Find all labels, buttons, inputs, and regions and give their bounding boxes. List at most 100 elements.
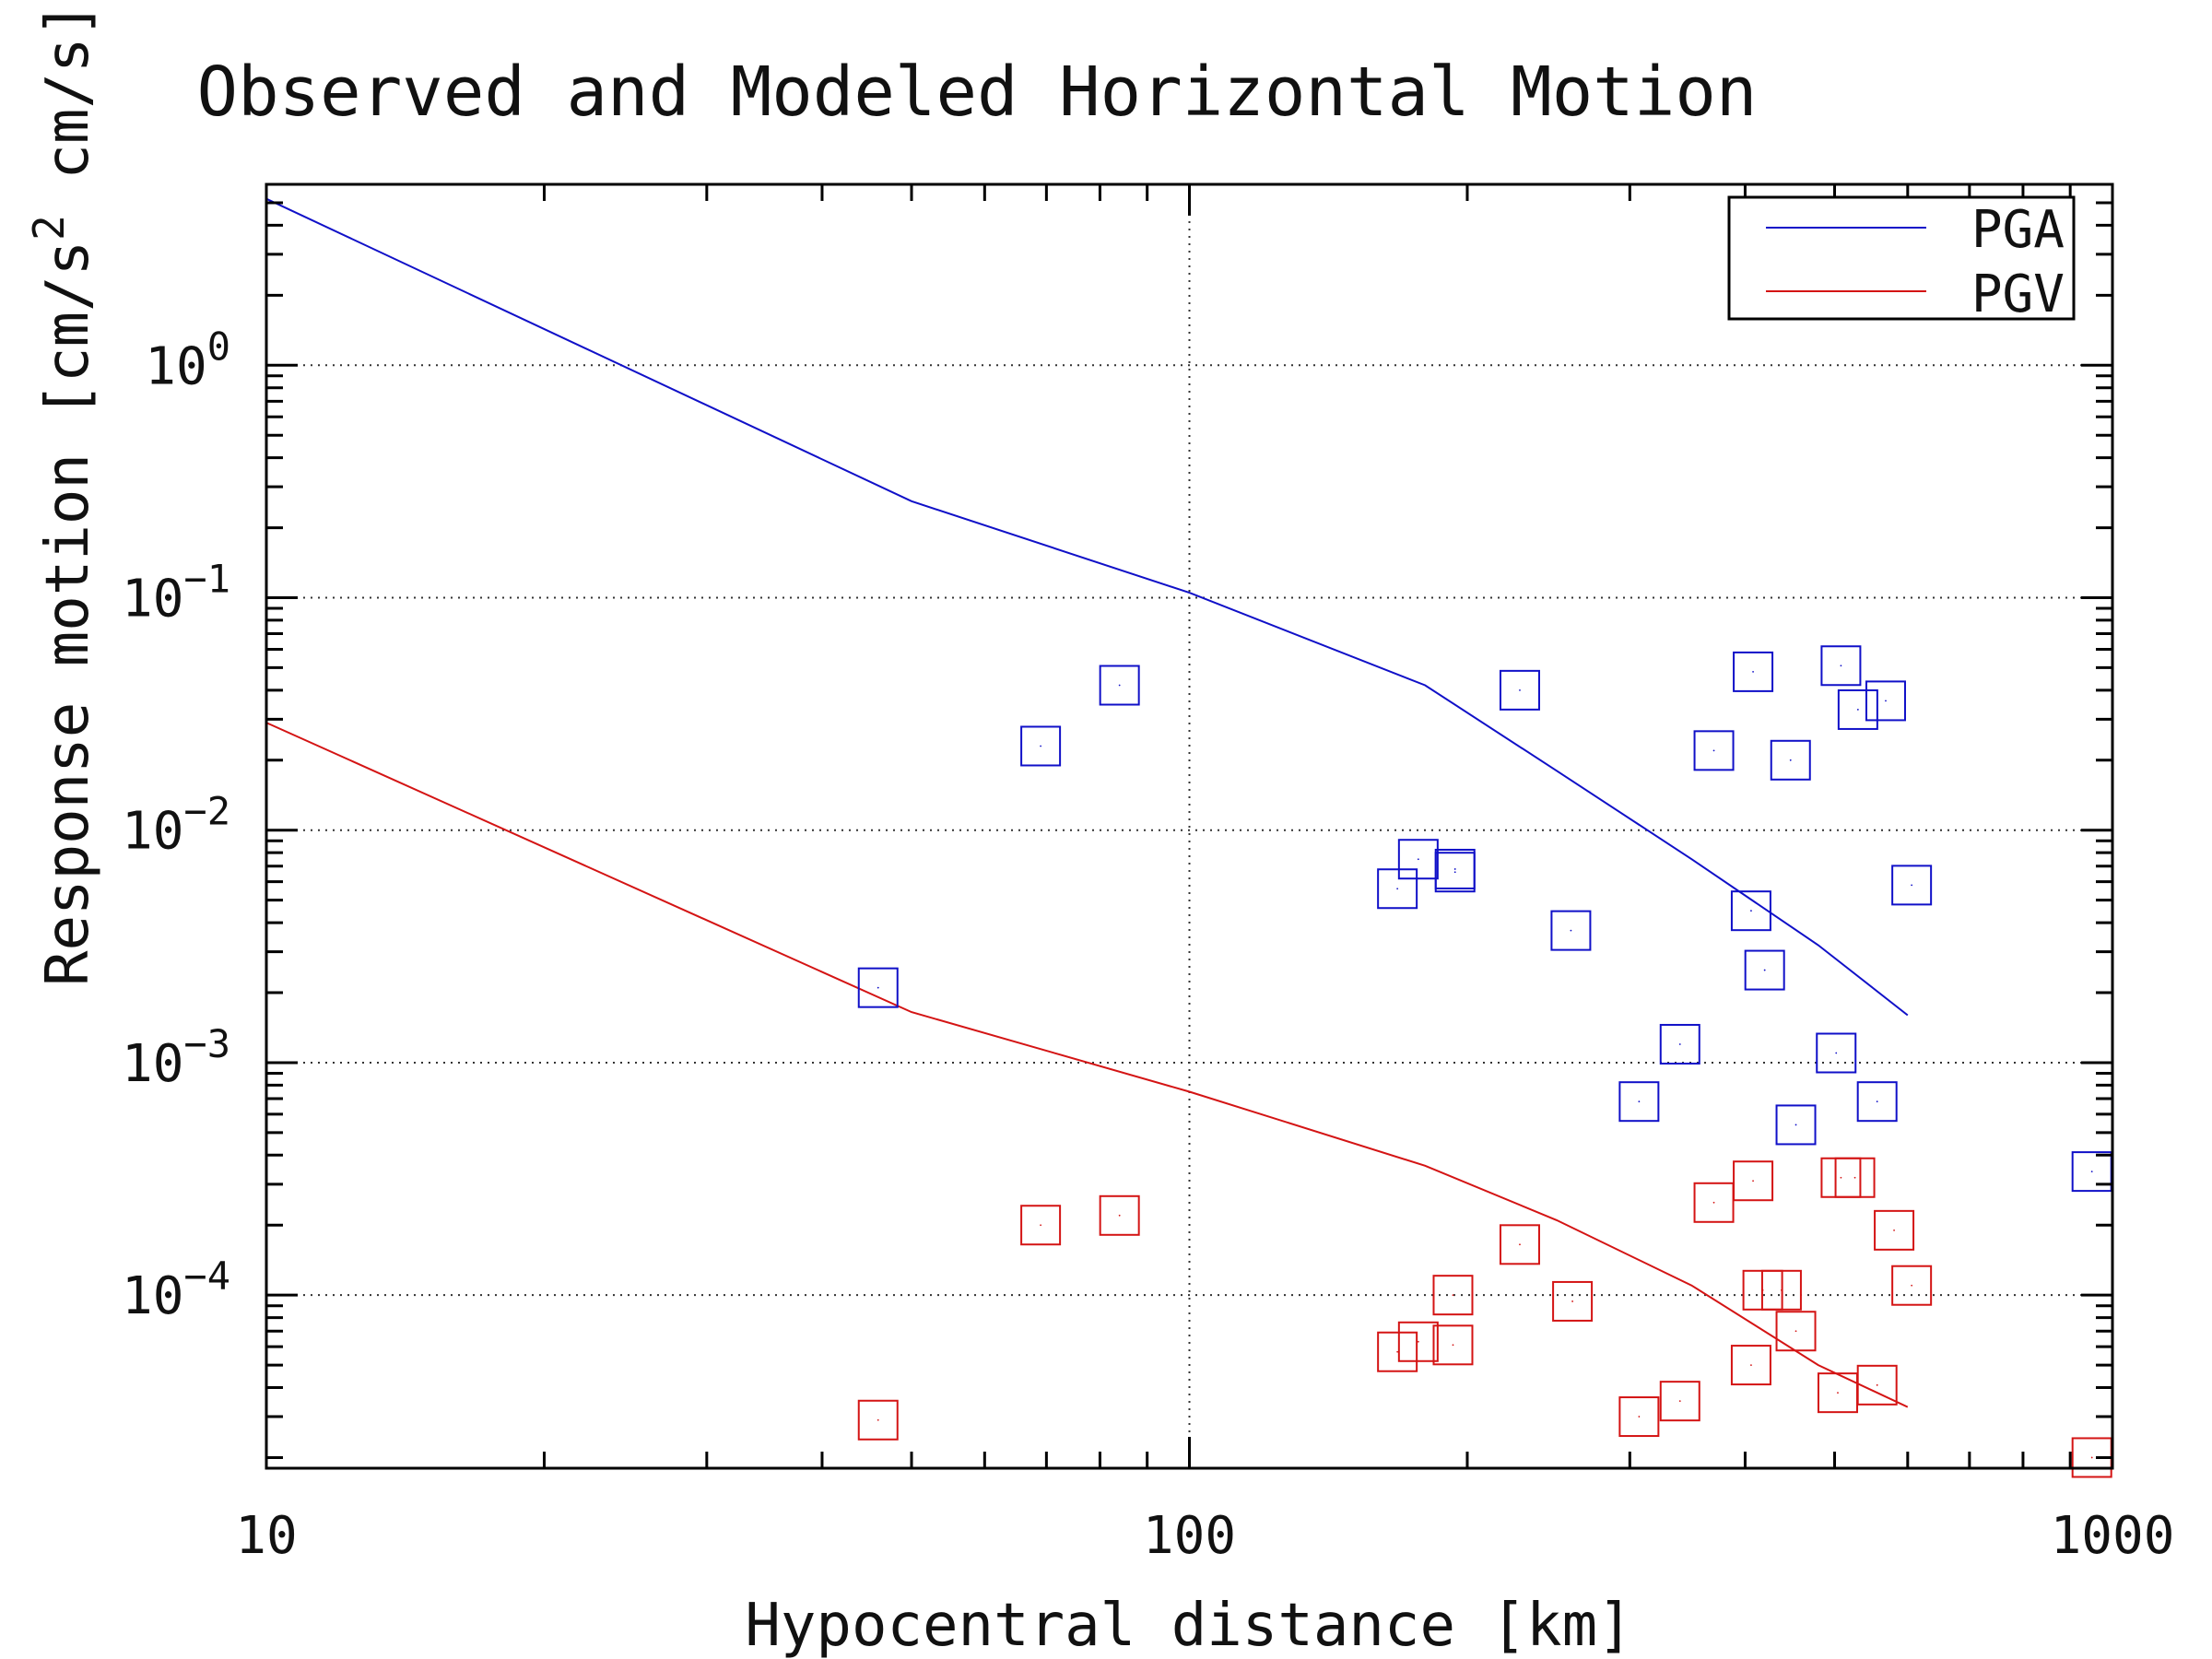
observed-point-pga	[1020, 725, 1062, 767]
observed-point-pgv	[1775, 1311, 1817, 1352]
observed-point-pga	[1659, 1023, 1700, 1065]
observed-point-center	[1837, 1392, 1839, 1394]
observed-point-pgv	[1834, 1157, 1876, 1198]
observed-point-pgv	[857, 1399, 899, 1441]
observed-point-center	[1750, 1364, 1752, 1366]
axis-ticks	[265, 182, 2114, 1468]
observed-point-center	[1040, 1224, 1042, 1227]
observed-point-center	[1856, 709, 1859, 711]
observed-point-pgv	[1659, 1381, 1700, 1422]
model-curves	[265, 197, 1909, 1408]
observed-point-pgv	[1760, 1269, 1802, 1311]
observed-point-center	[1678, 1043, 1681, 1045]
observed-point-pgv	[1874, 1209, 1915, 1251]
y-tick-label: 10−2	[122, 789, 230, 862]
x-tick-label: 100	[1143, 1506, 1236, 1566]
observed-point-pga	[857, 967, 899, 1008]
observed-point-pga	[1550, 910, 1592, 951]
observed-point-center	[1638, 1416, 1641, 1418]
observed-point-pgv	[1693, 1182, 1735, 1223]
observed-point-center	[1453, 871, 1456, 874]
observed-point-pga	[1434, 852, 1476, 893]
observed-point-center	[877, 986, 879, 989]
y-axis-label: Response motion [cm/s2 cm/s]	[24, 2, 102, 986]
observed-point-center	[1840, 665, 1842, 667]
observed-point-center	[1876, 1383, 1878, 1386]
observed-point-pga	[1730, 890, 1771, 932]
tick-labels: 100 10−1 10−2 10−3 10−4 10 100 1000	[122, 324, 2174, 1566]
observed-point-pgv	[1377, 1331, 1418, 1372]
observed-point-center	[1712, 749, 1715, 752]
observed-point-center	[1911, 884, 1913, 887]
observed-point-pgv	[1552, 1280, 1594, 1322]
observed-point-center	[1840, 1176, 1842, 1179]
y-tick-label: 100	[145, 324, 230, 396]
observed-point-center	[1794, 1124, 1797, 1126]
observed-point-center	[1752, 1180, 1754, 1182]
observed-point-pgv	[1730, 1345, 1771, 1386]
observed-point-center	[1885, 700, 1887, 702]
observed-point-pga	[1816, 1032, 1857, 1074]
observed-point-pga	[1837, 688, 1878, 730]
chart-title: Observed and Modeled Horizontal Motion	[197, 53, 1758, 132]
observed-point-center	[1453, 868, 1456, 870]
x-tick-label: 1000	[2051, 1506, 2175, 1566]
y-tick-label: 10−1	[122, 556, 230, 629]
observed-point-center	[1752, 670, 1754, 673]
observed-point-pgv	[1891, 1265, 1933, 1306]
model-curve-pga	[265, 197, 1909, 1017]
observed-point-center	[1040, 745, 1042, 747]
observed-point-center	[1118, 684, 1121, 687]
observed-point-center	[1794, 1330, 1797, 1333]
observed-point-center	[877, 1418, 879, 1421]
observed-point-pgv	[1432, 1324, 1474, 1366]
legend-box	[1727, 195, 2076, 321]
observed-point-pgv	[1432, 1275, 1474, 1316]
observed-point-pga	[1733, 651, 1774, 692]
observed-point-center	[2090, 1171, 2093, 1173]
observed-point-center	[1452, 1344, 1454, 1347]
grid	[266, 184, 2112, 1468]
observed-point-pgv	[1397, 1321, 1439, 1362]
observed-point-pga	[1744, 949, 1785, 991]
x-tick-label: 10	[235, 1506, 297, 1566]
observed-point-pga	[1499, 669, 1540, 711]
observed-point-center	[1876, 1100, 1878, 1103]
observed-point-center	[1396, 1350, 1399, 1353]
observed-point-pga	[1618, 1081, 1660, 1123]
observed-point-center	[1763, 969, 1766, 971]
observed-point-pga	[1377, 868, 1418, 910]
observed-point-center	[1519, 1243, 1521, 1246]
observed-point-center	[1519, 688, 1521, 691]
observed-point-pga	[1891, 865, 1933, 906]
observed-point-center	[1678, 1400, 1681, 1403]
observed-point-center	[1638, 1100, 1641, 1103]
observed-point-center	[1712, 1201, 1715, 1204]
plot-frame	[265, 182, 2114, 1470]
observed-point-pgv	[1856, 1364, 1898, 1406]
legend-label-pga: PGA	[1971, 200, 2065, 260]
observed-point-center	[1853, 1176, 1856, 1179]
observed-point-center	[1835, 1052, 1838, 1054]
observed-point-pga	[1770, 739, 1811, 781]
observed-point-center	[2090, 1456, 2093, 1459]
x-axis-label: Hypocentral distance [km]	[745, 1592, 1632, 1659]
observed-point-pgv	[1099, 1194, 1140, 1236]
observed-point-pga	[1865, 680, 1906, 722]
observed-point-pga	[1693, 730, 1735, 771]
model-curve-pgv	[265, 722, 1909, 1408]
legend-label-pgv: PGV	[1971, 265, 2065, 324]
y-tick-label: 10−4	[122, 1253, 230, 1326]
observed-markers	[857, 645, 2112, 1478]
observed-point-center	[1750, 910, 1752, 912]
y-tick-label: 10−3	[122, 1021, 230, 1094]
observed-point-center	[1396, 888, 1399, 890]
observed-point-center	[1911, 1284, 1913, 1287]
observed-point-pga	[1397, 839, 1439, 880]
observed-point-center	[1571, 1300, 1573, 1302]
observed-point-pga	[1775, 1104, 1817, 1146]
observed-point-center	[1789, 759, 1792, 761]
observed-point-center	[1452, 1294, 1454, 1297]
legend: PGA PGV	[1727, 195, 2076, 324]
observed-point-pga	[1856, 1081, 1898, 1123]
